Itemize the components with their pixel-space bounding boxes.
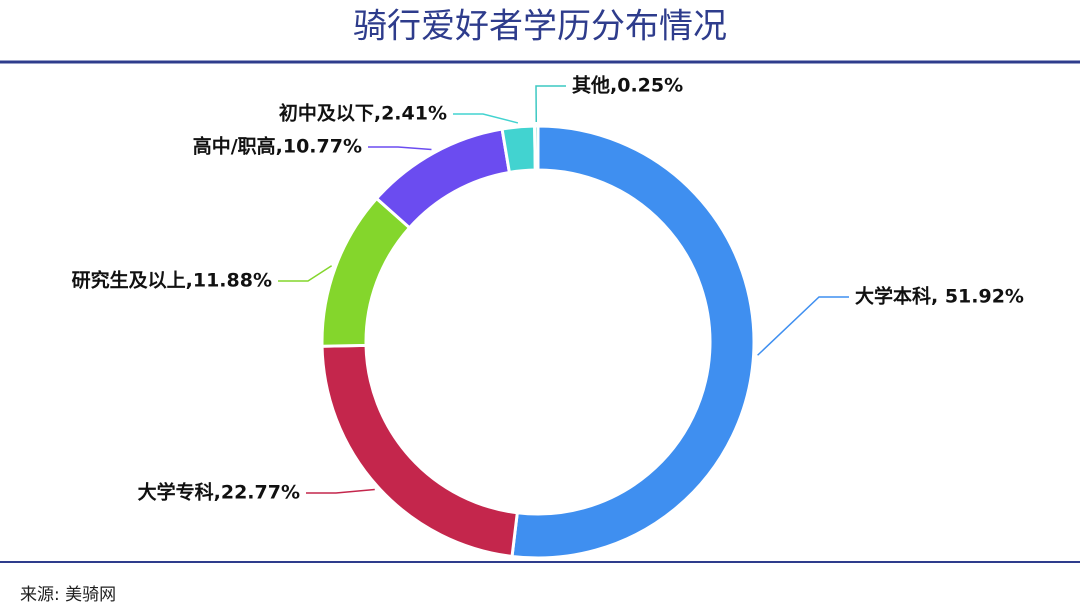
slice	[533, 124, 540, 172]
leader-line	[535, 85, 566, 123]
leader-line	[278, 265, 333, 282]
slice	[510, 124, 756, 560]
data-label: 大学专科,22.77%	[138, 481, 300, 504]
leader-line	[453, 113, 519, 124]
chart-title: 骑行爱好者学历分布情况	[353, 7, 727, 47]
data-label: 高中/职高,10.77%	[193, 135, 362, 158]
data-label: 其他,0.25%	[572, 74, 683, 97]
data-label: 大学本科, 51.92%	[855, 285, 1024, 308]
leader-line	[306, 488, 375, 494]
leader-line	[368, 146, 432, 151]
slice	[320, 343, 519, 559]
data-label: 初中及以下,2.41%	[279, 102, 447, 125]
leader-line	[757, 296, 849, 356]
data-label: 研究生及以上,11.88%	[72, 269, 272, 292]
source: 来源: 美骑网	[20, 585, 116, 605]
slice	[500, 124, 537, 175]
slice	[320, 196, 412, 348]
slice	[374, 127, 512, 230]
